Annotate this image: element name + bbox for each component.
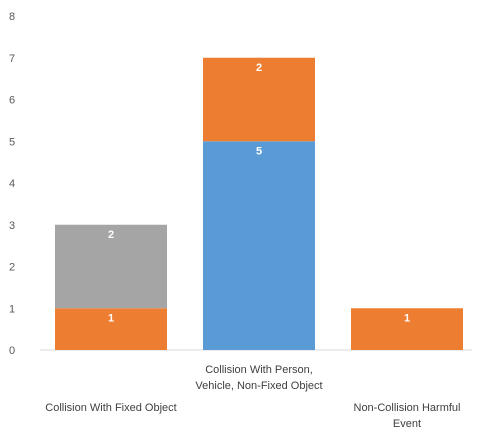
y-tick-label: 0	[9, 345, 15, 357]
data-label: 1	[404, 312, 410, 324]
category-labels: Collision With Fixed Object Collision Wit…	[45, 364, 460, 430]
y-tick-label: 4	[9, 178, 15, 190]
bar-segment	[203, 141, 315, 350]
bars	[55, 57, 463, 350]
category-label: Collision With Fixed Object	[45, 402, 176, 414]
bar-segment	[55, 224, 167, 309]
y-tick-label: 1	[9, 303, 15, 315]
y-tick-label: 2	[9, 262, 15, 274]
y-tick-label: 7	[9, 53, 15, 65]
data-label: 2	[108, 229, 114, 241]
y-tick-label: 6	[9, 95, 15, 107]
y-axis-ticks: 0 1 2 3 4 5 6 7 8	[9, 11, 15, 357]
y-tick-label: 8	[9, 11, 15, 23]
data-label: 1	[108, 312, 114, 324]
data-label: 2	[256, 62, 262, 74]
y-tick-label: 3	[9, 220, 15, 232]
y-tick-label: 5	[9, 136, 15, 148]
category-label: Event	[393, 418, 421, 430]
bar-segment	[55, 308, 167, 350]
bar-segment	[351, 308, 463, 350]
bar-segment	[203, 57, 315, 142]
segment-labels: 1 2 5 2 1	[108, 62, 410, 325]
category-label: Collision With Person,	[205, 364, 313, 376]
category-label: Vehicle, Non-Fixed Object	[195, 380, 322, 392]
data-label: 5	[256, 145, 262, 157]
category-label: Non-Collision Harmful	[354, 402, 461, 414]
